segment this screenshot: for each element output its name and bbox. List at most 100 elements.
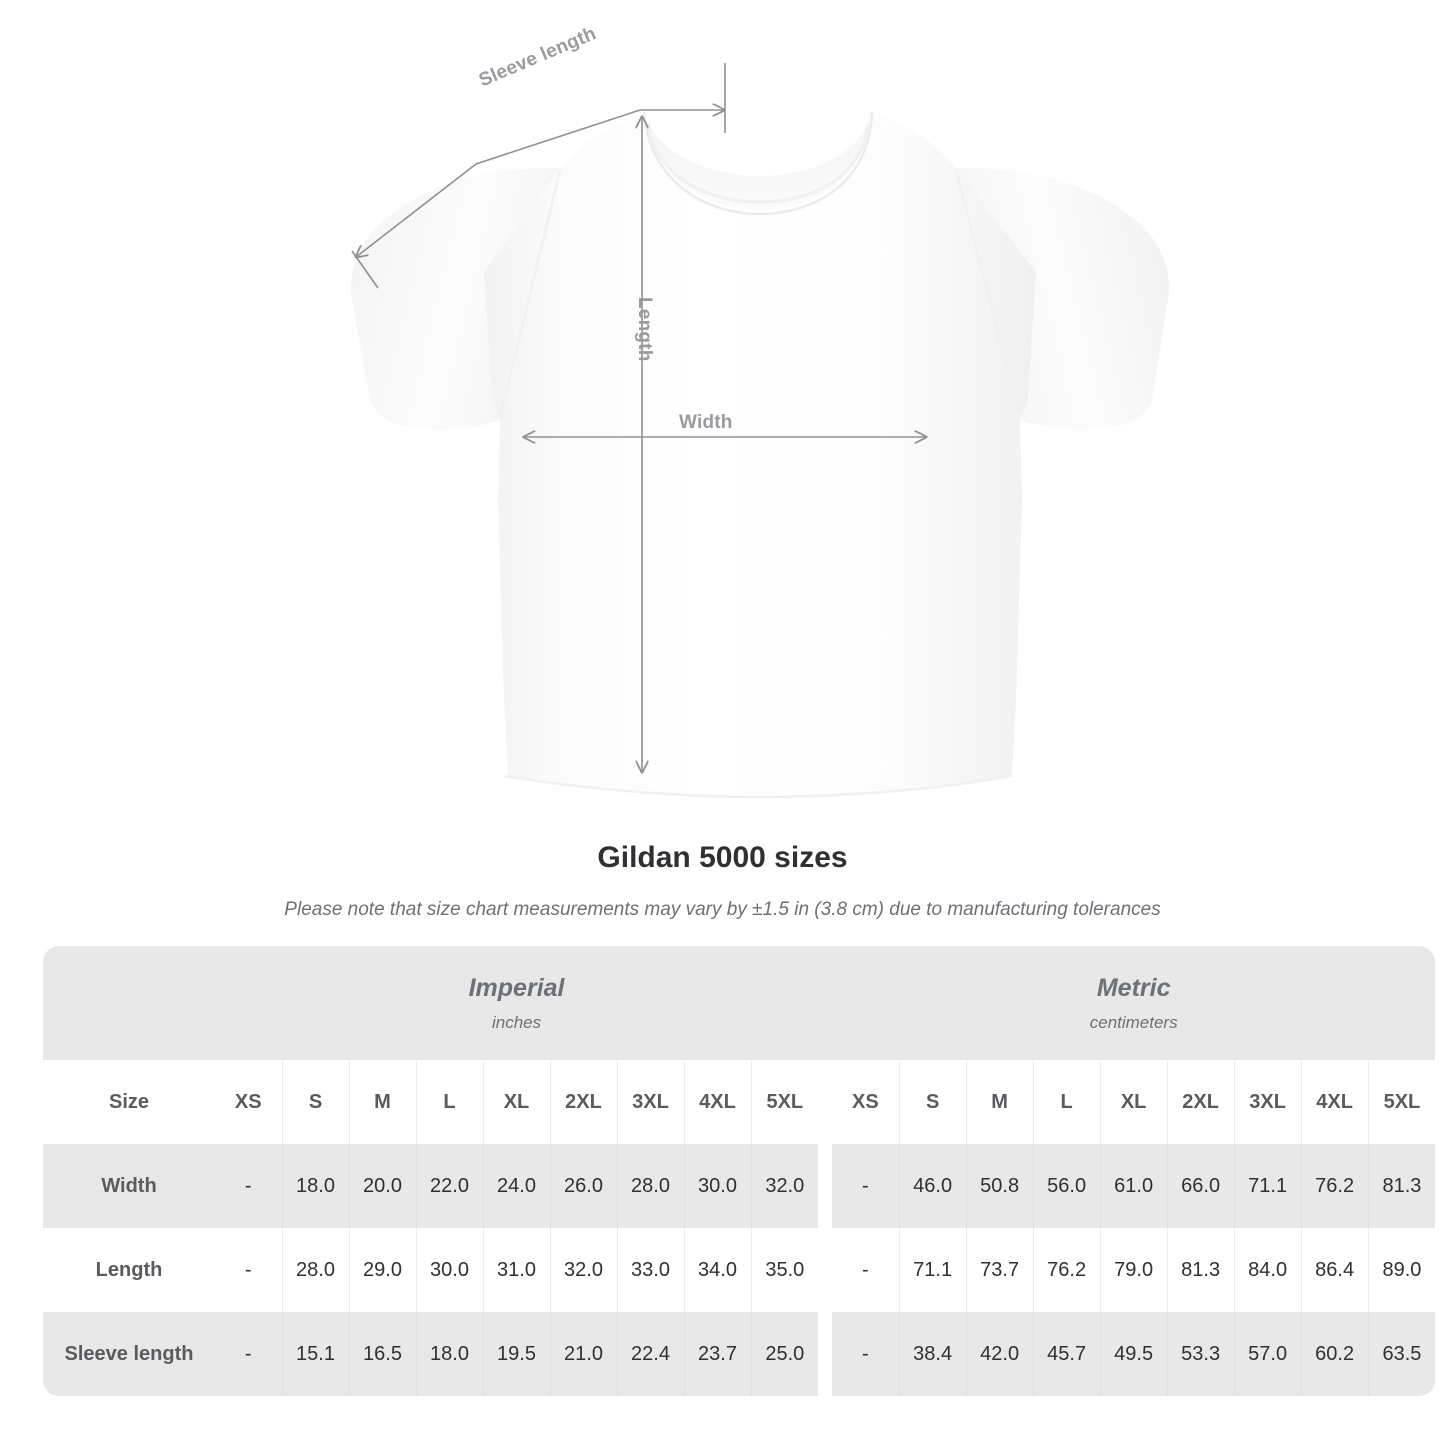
size-header-metric-l: L [1032, 1060, 1101, 1144]
cell-length-imperial-2xl: 32.0 [549, 1228, 617, 1312]
width-label: Width [679, 412, 733, 433]
cell-sleeve-imperial-xl: 19.5 [482, 1312, 550, 1396]
cell-sleeve-metric-4xl: 60.2 [1300, 1312, 1369, 1396]
cell-sleeve-imperial-2xl: 21.0 [549, 1312, 617, 1396]
cell-length-metric-5xl: 89.0 [1367, 1228, 1436, 1312]
cell-width-metric-m: 50.8 [965, 1144, 1034, 1228]
cell-sleeve-imperial-4xl: 23.7 [683, 1312, 751, 1396]
size-header-row: Size XS S M L XL 2XL 3XL 4XL 5XL XS S M … [43, 1060, 1436, 1144]
length-label: Length [634, 297, 655, 362]
cell-width-metric-s: 46.0 [898, 1144, 967, 1228]
unit-group-imperial-name: Imperial [468, 974, 565, 1002]
cell-sleeve-metric-5xl: 63.5 [1367, 1312, 1436, 1396]
cell-length-metric-xl: 79.0 [1099, 1228, 1168, 1312]
cell-length-imperial-4xl: 34.0 [683, 1228, 751, 1312]
cell-width-imperial-xs: - [215, 1144, 282, 1228]
size-header-metric-xl: XL [1099, 1060, 1168, 1144]
cell-width-metric-xl: 61.0 [1099, 1144, 1168, 1228]
size-chart-table-container: Imperial inches Metric centimeters Size … [43, 946, 1436, 1396]
cell-length-metric-xs: - [832, 1228, 900, 1312]
group-divider-cell [818, 1060, 833, 1144]
cell-sleeve-imperial-xs: - [215, 1312, 282, 1396]
table-row: Sleeve length - 15.1 16.5 18.0 19.5 21.0… [43, 1312, 1436, 1396]
cell-length-imperial-s: 28.0 [281, 1228, 349, 1312]
row-label-width: Width [43, 1144, 215, 1228]
cell-width-metric-3xl: 71.1 [1233, 1144, 1302, 1228]
size-header-imperial-xs: XS [215, 1060, 282, 1144]
size-header-imperial-4xl: 4XL [683, 1060, 751, 1144]
size-header-metric-m: M [965, 1060, 1034, 1144]
unit-group-metric-name: Metric [1096, 974, 1171, 1002]
size-header-imperial-xl: XL [482, 1060, 550, 1144]
size-header-metric-3xl: 3XL [1233, 1060, 1302, 1144]
size-header-imperial-l: L [415, 1060, 483, 1144]
cell-length-imperial-xl: 31.0 [482, 1228, 550, 1312]
hem-seam [504, 774, 1013, 799]
cell-width-imperial-m: 20.0 [348, 1144, 416, 1228]
size-chart-heading-block: Gildan 5000 sizes Please note that size … [0, 840, 1445, 922]
cell-length-metric-2xl: 81.3 [1166, 1228, 1235, 1312]
table-row: Width - 18.0 20.0 22.0 24.0 26.0 28.0 30… [43, 1144, 1436, 1228]
table-row: Length - 28.0 29.0 30.0 31.0 32.0 33.0 3… [43, 1228, 1436, 1312]
unit-group-metric-unit: centimeters [1089, 1013, 1178, 1032]
row-label-sleeve-length: Sleeve length [43, 1312, 215, 1396]
cell-width-metric-2xl: 66.0 [1166, 1144, 1235, 1228]
size-header-metric-s: S [898, 1060, 967, 1144]
cell-sleeve-imperial-3xl: 22.4 [616, 1312, 684, 1396]
cell-width-metric-xs: - [832, 1144, 900, 1228]
group-divider-cell [818, 1144, 833, 1228]
cell-length-metric-m: 73.7 [965, 1228, 1034, 1312]
cell-length-imperial-5xl: 35.0 [750, 1228, 819, 1312]
cell-sleeve-metric-xl: 49.5 [1099, 1312, 1168, 1396]
unit-group-metric: Metric centimeters [832, 946, 1436, 1060]
unit-system-row: Imperial inches Metric centimeters [43, 946, 1436, 1060]
cell-width-imperial-s: 18.0 [281, 1144, 349, 1228]
size-header-imperial-s: S [281, 1060, 349, 1144]
cell-width-imperial-4xl: 30.0 [683, 1144, 751, 1228]
cell-sleeve-metric-s: 38.4 [898, 1312, 967, 1396]
tshirt-illustration [350, 63, 1170, 799]
size-header-metric-4xl: 4XL [1300, 1060, 1369, 1144]
cell-width-metric-4xl: 76.2 [1300, 1144, 1369, 1228]
cell-sleeve-metric-l: 45.7 [1032, 1312, 1101, 1396]
size-header-metric-5xl: 5XL [1367, 1060, 1436, 1144]
sleeve-length-arrow [356, 110, 724, 257]
size-header-imperial-5xl: 5XL [750, 1060, 819, 1144]
cell-length-imperial-l: 30.0 [415, 1228, 483, 1312]
tshirt-diagram: Sleeve length Length Width [350, 23, 1170, 799]
cell-width-metric-l: 56.0 [1032, 1144, 1101, 1228]
cell-width-imperial-xl: 24.0 [482, 1144, 550, 1228]
cell-sleeve-metric-xs: - [832, 1312, 900, 1396]
shoulder-seam-right [954, 169, 1022, 419]
page-title: Gildan 5000 sizes [597, 841, 848, 874]
cell-length-imperial-m: 29.0 [348, 1228, 416, 1312]
cell-sleeve-metric-3xl: 57.0 [1233, 1312, 1302, 1396]
unit-banner-divider [818, 946, 833, 1060]
shirt-body [484, 112, 1036, 795]
unit-group-imperial: Imperial inches [215, 946, 819, 1060]
cell-sleeve-imperial-l: 18.0 [415, 1312, 483, 1396]
tolerance-note: Please note that size chart measurements… [284, 899, 1161, 920]
size-header-label: Size [43, 1060, 215, 1144]
size-header-metric-2xl: 2XL [1166, 1060, 1235, 1144]
cell-length-imperial-xs: - [215, 1228, 282, 1312]
cell-length-imperial-3xl: 33.0 [616, 1228, 684, 1312]
size-header-metric-xs: XS [832, 1060, 900, 1144]
row-label-length: Length [43, 1228, 215, 1312]
cell-sleeve-metric-m: 42.0 [965, 1312, 1034, 1396]
group-divider-cell [818, 1312, 833, 1396]
group-divider-cell [818, 1228, 833, 1312]
cell-sleeve-imperial-m: 16.5 [348, 1312, 416, 1396]
cell-length-metric-s: 71.1 [898, 1228, 967, 1312]
cell-length-metric-l: 76.2 [1032, 1228, 1101, 1312]
sleeve-end-tick [351, 250, 379, 289]
cell-sleeve-imperial-s: 15.1 [281, 1312, 349, 1396]
shirt-sleeve-right [956, 167, 1170, 430]
unit-banner-spacer-left [43, 946, 215, 1060]
cell-sleeve-metric-2xl: 53.3 [1166, 1312, 1235, 1396]
cell-width-metric-5xl: 81.3 [1367, 1144, 1436, 1228]
unit-group-imperial-unit: inches [491, 1013, 542, 1032]
size-chart-table: Imperial inches Metric centimeters Size … [43, 946, 1436, 1396]
cell-width-imperial-5xl: 32.0 [750, 1144, 819, 1228]
cell-width-imperial-2xl: 26.0 [549, 1144, 617, 1228]
